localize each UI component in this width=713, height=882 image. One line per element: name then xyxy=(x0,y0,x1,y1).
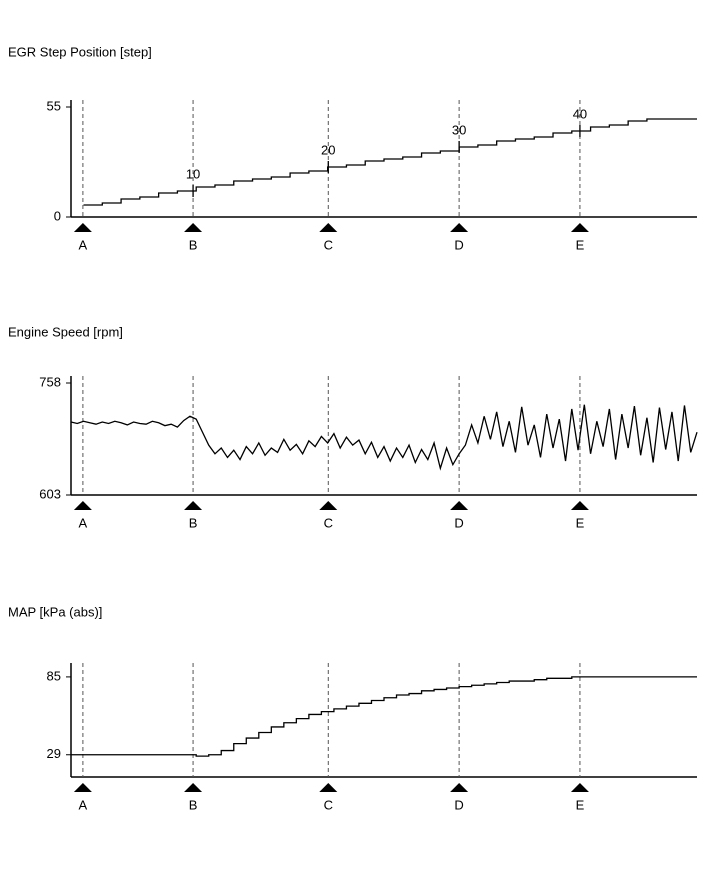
note-label: 30 xyxy=(452,122,466,137)
data-line xyxy=(70,404,698,471)
data-line xyxy=(83,118,697,206)
marker-triangle xyxy=(319,783,338,792)
marker-label: B xyxy=(189,515,198,530)
marker-triangle xyxy=(570,501,589,510)
chart-title: Engine Speed [rpm] xyxy=(8,324,123,339)
marker-triangle xyxy=(450,783,469,792)
y-tick-label: 603 xyxy=(39,486,61,501)
y-tick-label: 55 xyxy=(47,98,61,113)
y-tick-label: 29 xyxy=(47,746,61,761)
marker-label: D xyxy=(454,515,463,530)
note-label: 10 xyxy=(186,166,200,181)
marker-triangle xyxy=(570,783,589,792)
marker-triangle xyxy=(73,501,92,510)
chart-title: EGR Step Position [step] xyxy=(8,44,152,59)
marker-triangle xyxy=(450,223,469,232)
marker-label: A xyxy=(79,515,88,530)
marker-label: E xyxy=(576,797,585,812)
marker-triangle xyxy=(319,223,338,232)
marker-triangle xyxy=(319,501,338,510)
marker-label: B xyxy=(189,797,198,812)
chart-title: MAP [kPa (abs)] xyxy=(8,604,102,619)
marker-label: A xyxy=(79,237,88,252)
y-tick-label: 85 xyxy=(47,668,61,683)
marker-triangle xyxy=(184,223,203,232)
marker-label: C xyxy=(324,797,333,812)
marker-label: B xyxy=(189,237,198,252)
marker-triangle xyxy=(570,223,589,232)
data-line xyxy=(71,676,697,757)
marker-triangle xyxy=(73,223,92,232)
marker-label: E xyxy=(576,515,585,530)
y-tick-label: 758 xyxy=(39,374,61,389)
marker-triangle xyxy=(73,783,92,792)
marker-label: D xyxy=(454,237,463,252)
marker-label: D xyxy=(454,797,463,812)
marker-label: C xyxy=(324,237,333,252)
marker-triangle xyxy=(450,501,469,510)
y-tick-label: 0 xyxy=(54,208,61,223)
marker-label: A xyxy=(79,797,88,812)
marker-triangle xyxy=(184,501,203,510)
note-label: 20 xyxy=(321,142,335,157)
marker-label: C xyxy=(324,515,333,530)
marker-triangle xyxy=(184,783,203,792)
note-label: 40 xyxy=(573,106,587,121)
marker-label: E xyxy=(576,237,585,252)
